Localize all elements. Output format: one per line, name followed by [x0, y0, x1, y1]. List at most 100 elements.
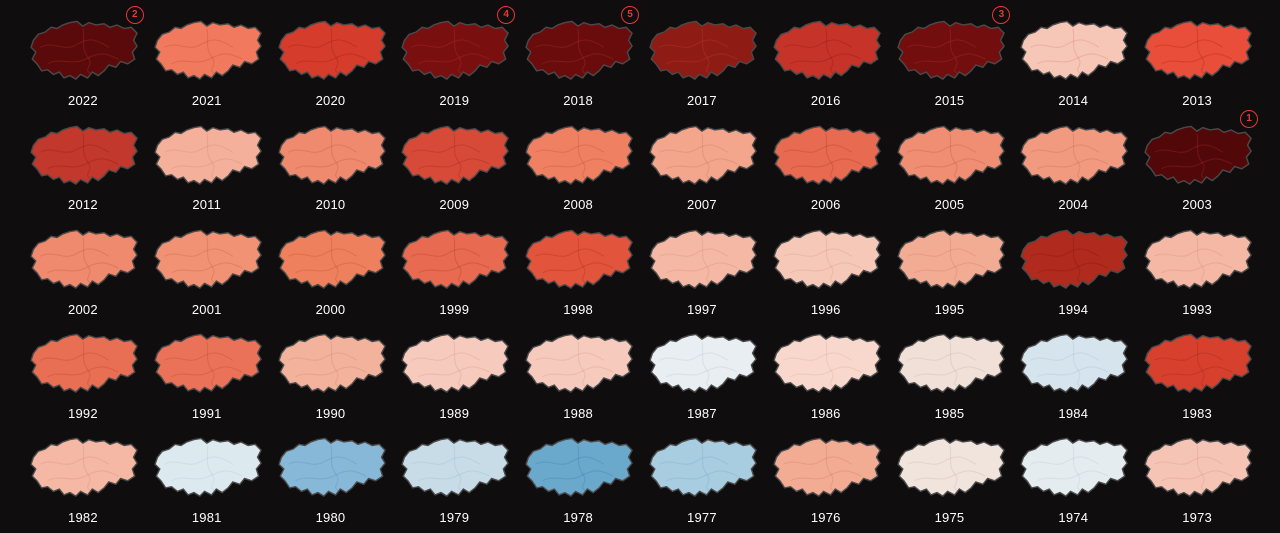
- year-label: 1983: [1182, 406, 1212, 421]
- map-cell: 1997: [643, 218, 761, 316]
- year-label: 1988: [563, 406, 593, 421]
- map-cell: 1984: [1014, 323, 1132, 421]
- map-cell: 1993: [1138, 218, 1256, 316]
- map-shape: [1014, 10, 1132, 90]
- map-cell: 2017: [643, 10, 761, 108]
- map-cell: 2001: [148, 218, 266, 316]
- map-cell: 2008: [519, 114, 637, 212]
- map-shape: [1014, 427, 1132, 507]
- map-cell: 1994: [1014, 218, 1132, 316]
- year-label: 2012: [68, 197, 98, 212]
- year-label: 1993: [1182, 302, 1212, 317]
- map-cell: 1988: [519, 323, 637, 421]
- map-cell: 1985: [891, 323, 1009, 421]
- map-cell: 2009: [395, 114, 513, 212]
- year-label: 2004: [1058, 197, 1088, 212]
- map-shape: [767, 10, 885, 90]
- year-label: 1984: [1058, 406, 1088, 421]
- map-shape: [1138, 10, 1256, 90]
- map-shape: [643, 218, 761, 298]
- map-cell: 1980: [272, 427, 390, 525]
- map-cell: 2020: [272, 10, 390, 108]
- map-cell: 1974: [1014, 427, 1132, 525]
- map-cell: 1999: [395, 218, 513, 316]
- map-cell: 1992: [24, 323, 142, 421]
- map-shape: [272, 218, 390, 298]
- map-shape: [148, 323, 266, 403]
- map-cell: 32015: [891, 10, 1009, 108]
- year-label: 1992: [68, 406, 98, 421]
- year-label: 2016: [811, 93, 841, 108]
- map-cell: 12003: [1138, 114, 1256, 212]
- year-label: 2005: [935, 197, 965, 212]
- map-shape: [395, 218, 513, 298]
- map-shape: [891, 323, 1009, 403]
- year-label: 2011: [192, 197, 221, 212]
- map-shape: [1014, 218, 1132, 298]
- map-cell: 2014: [1014, 10, 1132, 108]
- year-label: 2000: [316, 302, 346, 317]
- map-shape: [148, 114, 266, 194]
- year-label: 1994: [1058, 302, 1088, 317]
- map-cell: 1983: [1138, 323, 1256, 421]
- map-shape: [148, 427, 266, 507]
- map-shape: [272, 114, 390, 194]
- map-shape: [891, 427, 1009, 507]
- year-label: 2021: [192, 93, 222, 108]
- year-label: 1979: [439, 510, 469, 525]
- map-shape: [643, 323, 761, 403]
- map-shape: [1014, 323, 1132, 403]
- map-shape: [395, 427, 513, 507]
- map-shape: 5: [519, 10, 637, 90]
- map-shape: [767, 323, 885, 403]
- year-label: 1987: [687, 406, 717, 421]
- map-shape: [767, 427, 885, 507]
- map-shape: [148, 10, 266, 90]
- year-label: 2003: [1182, 197, 1212, 212]
- map-shape: 3: [891, 10, 1009, 90]
- map-cell: 2007: [643, 114, 761, 212]
- year-label: 2019: [439, 93, 469, 108]
- year-label: 1997: [687, 302, 717, 317]
- map-shape: [24, 114, 142, 194]
- map-shape: [24, 323, 142, 403]
- map-shape: [1014, 114, 1132, 194]
- map-cell: 42019: [395, 10, 513, 108]
- year-label: 1999: [439, 302, 469, 317]
- map-shape: [272, 427, 390, 507]
- rank-badge: 2: [126, 6, 144, 24]
- year-label: 1996: [811, 302, 841, 317]
- year-label: 1990: [316, 406, 346, 421]
- year-label: 1973: [1182, 510, 1212, 525]
- map-shape: [395, 323, 513, 403]
- year-label: 2013: [1182, 93, 1212, 108]
- year-label: 2002: [68, 302, 98, 317]
- map-shape: [1138, 427, 1256, 507]
- year-label: 2010: [316, 197, 346, 212]
- year-label: 2020: [316, 93, 346, 108]
- map-cell: 1995: [891, 218, 1009, 316]
- map-cell: 2012: [24, 114, 142, 212]
- year-label: 1976: [811, 510, 841, 525]
- year-label: 2022: [68, 93, 98, 108]
- year-label: 1986: [811, 406, 841, 421]
- map-cell: 52018: [519, 10, 637, 108]
- map-shape: [519, 218, 637, 298]
- year-label: 1985: [935, 406, 965, 421]
- year-label: 1980: [316, 510, 346, 525]
- map-cell: 1990: [272, 323, 390, 421]
- map-shape: [1138, 218, 1256, 298]
- map-cell: 2021: [148, 10, 266, 108]
- year-label: 1977: [687, 510, 717, 525]
- map-shape: [24, 218, 142, 298]
- map-cell: 2002: [24, 218, 142, 316]
- map-cell: 1976: [767, 427, 885, 525]
- map-cell: 1982: [24, 427, 142, 525]
- map-cell: 1978: [519, 427, 637, 525]
- map-cell: 1991: [148, 323, 266, 421]
- map-cell: 1998: [519, 218, 637, 316]
- map-cell: 2005: [891, 114, 1009, 212]
- year-label: 1995: [935, 302, 965, 317]
- map-cell: 1979: [395, 427, 513, 525]
- year-label: 1998: [563, 302, 593, 317]
